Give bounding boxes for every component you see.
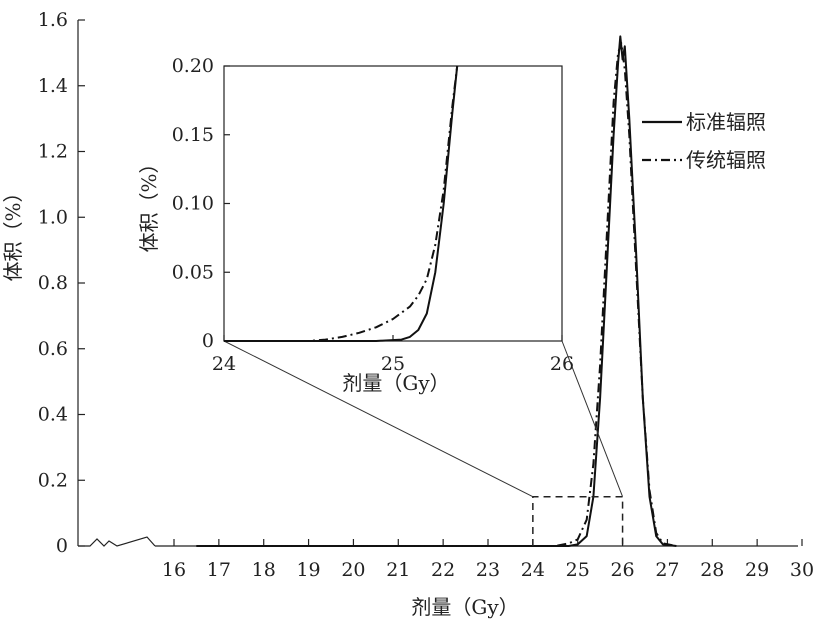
y-tick-label: 1.6 <box>38 9 68 31</box>
x-tick-label: 19 <box>296 559 320 581</box>
inset-frame <box>223 65 563 342</box>
connector-line-left <box>223 340 534 498</box>
x-axis-break <box>78 536 156 547</box>
inset-y-tick-label: 0.05 <box>172 261 214 283</box>
main-y-axis-title: 体积（%） <box>1 182 25 281</box>
y-tick-label: 0 <box>56 535 68 557</box>
zoom-rectangle <box>532 495 624 546</box>
inset-y-tick-label: 0 <box>202 330 214 352</box>
x-tick-label: 20 <box>341 559 365 581</box>
legend-label-1: 标准辐照 <box>686 110 766 134</box>
inset-chart: 0 0.05 0.10 0.15 0.20 24 25 26 <box>172 55 574 375</box>
inset-y-tick-label: 0.15 <box>172 124 214 146</box>
inset-series-line-2 <box>224 65 459 342</box>
inset-y-tick-label: 0.20 <box>172 55 214 77</box>
x-tick-label: 29 <box>745 559 769 581</box>
y-tick-label: 0.4 <box>38 404 68 426</box>
x-tick-label: 25 <box>566 559 590 581</box>
main-x-axis-title: 剂量（Gy） <box>411 595 518 619</box>
y-tick-label: 1.2 <box>38 141 68 163</box>
x-tick-label: 28 <box>700 559 724 581</box>
series-line-1 <box>196 35 677 547</box>
series-line-2 <box>196 42 677 547</box>
connector-line-right <box>561 340 624 497</box>
inset-x-axis-title: 剂量（Gy） <box>342 371 449 395</box>
y-tick-label: 0.8 <box>38 272 68 294</box>
x-tick-label: 27 <box>655 559 679 581</box>
main-ticks: 0 0.2 0.4 0.6 0.8 1.0 1.2 1.4 1.6 16 17 18 19 20 21 22 2… <box>38 9 814 581</box>
x-tick-label: 16 <box>162 559 186 581</box>
x-tick-label: 30 <box>790 559 814 581</box>
x-tick-label: 18 <box>252 559 276 581</box>
x-tick-label: 21 <box>386 559 410 581</box>
y-tick-label: 1.0 <box>38 206 68 228</box>
x-tick-label: 23 <box>476 559 500 581</box>
x-tick-label: 26 <box>610 559 634 581</box>
y-tick-label: 0.2 <box>38 469 68 491</box>
legend-label-2: 传统辐照 <box>686 148 766 172</box>
inset-x-tick-label: 26 <box>550 353 574 375</box>
inset-y-tick-label: 0.10 <box>172 193 214 215</box>
main-series <box>196 35 677 547</box>
x-tick-label: 17 <box>207 559 231 581</box>
inset-x-tick-label: 25 <box>381 353 405 375</box>
y-tick-label: 1.4 <box>38 75 68 97</box>
y-tick-label: 0.6 <box>38 338 68 360</box>
inset-y-axis-title: 体积（%） <box>137 153 161 252</box>
x-tick-label: 22 <box>431 559 455 581</box>
x-tick-label: 24 <box>521 559 545 581</box>
zoom-box <box>223 340 624 546</box>
inset-x-tick-label: 24 <box>212 353 236 375</box>
inset-series-line-1 <box>224 65 459 342</box>
